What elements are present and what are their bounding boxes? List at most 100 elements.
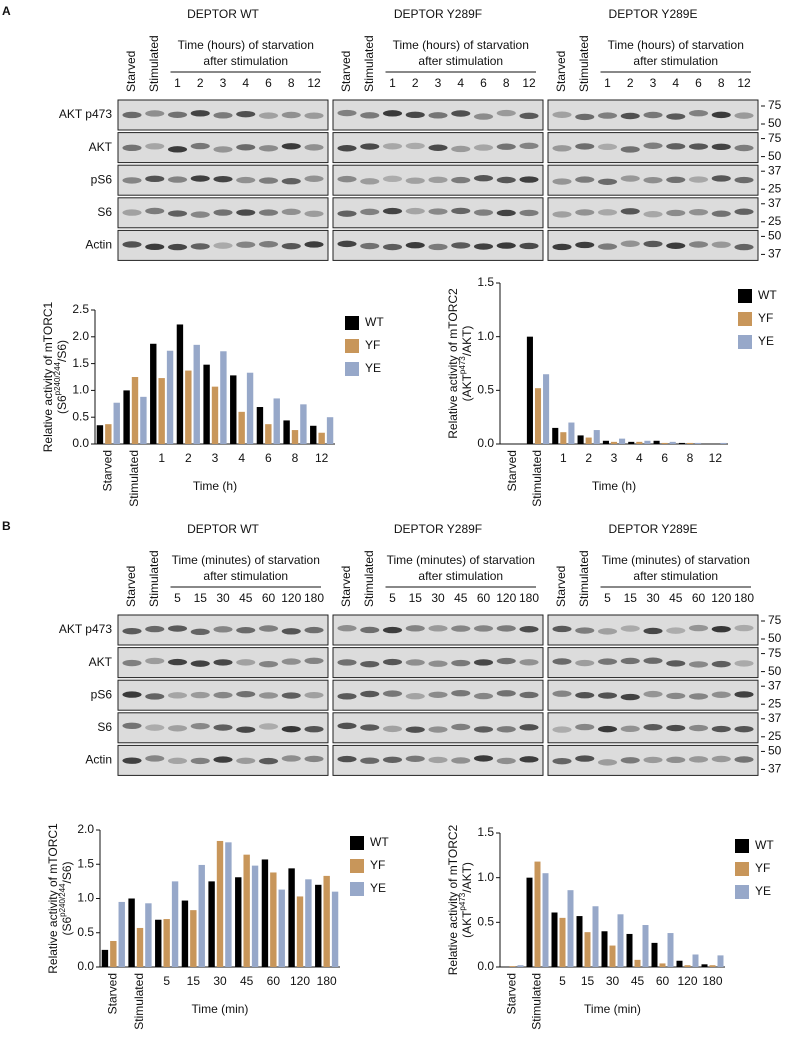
x-tick-label: Stimulated bbox=[530, 450, 544, 507]
lane-label: 8 bbox=[288, 76, 295, 90]
blot-band bbox=[145, 657, 165, 665]
bar bbox=[225, 842, 232, 967]
blot-band bbox=[666, 242, 686, 249]
x-tick-label: 2 bbox=[585, 451, 592, 465]
blot-band bbox=[281, 725, 301, 733]
bar bbox=[678, 442, 685, 444]
mw-marker: 37 bbox=[768, 678, 782, 692]
blot-band bbox=[711, 210, 731, 217]
blot-band bbox=[167, 757, 188, 765]
legend-swatch bbox=[345, 339, 359, 353]
blot-band bbox=[519, 756, 539, 763]
bar bbox=[610, 441, 618, 444]
blot-band bbox=[213, 724, 233, 731]
bar bbox=[190, 910, 197, 967]
blot-band bbox=[190, 110, 210, 117]
lane-label: Starved bbox=[124, 51, 138, 92]
blot-band bbox=[258, 692, 279, 699]
blot-band bbox=[428, 176, 448, 184]
blot-band bbox=[643, 211, 663, 218]
blot-band bbox=[145, 243, 165, 251]
bar bbox=[684, 965, 691, 967]
x-tick-label: 180 bbox=[317, 974, 337, 988]
blot-band bbox=[575, 241, 595, 249]
lane-label: 45 bbox=[454, 591, 468, 605]
blot-band bbox=[666, 176, 686, 184]
lane-label: 2 bbox=[197, 76, 204, 90]
lane-label: 180 bbox=[519, 591, 539, 605]
x-tick-label: 6 bbox=[265, 451, 272, 465]
blot-band bbox=[382, 756, 403, 763]
bar bbox=[695, 442, 702, 444]
blot-band bbox=[451, 207, 471, 215]
blot-band bbox=[666, 113, 686, 120]
x-tick-label: 8 bbox=[687, 451, 694, 465]
blot-band bbox=[643, 657, 663, 664]
blot-band bbox=[405, 207, 425, 215]
blot-band bbox=[360, 660, 380, 668]
y-tick-label: 1.5 bbox=[72, 356, 89, 370]
blot-band bbox=[620, 208, 640, 215]
blot-band bbox=[360, 208, 380, 216]
blot-band bbox=[519, 242, 539, 250]
legend-swatch bbox=[735, 839, 749, 853]
lane-label: 1 bbox=[389, 76, 396, 90]
blot-band bbox=[337, 175, 357, 183]
bar bbox=[551, 912, 558, 967]
blot-band bbox=[304, 144, 324, 151]
lane-label: 12 bbox=[307, 76, 321, 90]
bar bbox=[150, 343, 157, 444]
mw-marker: 75 bbox=[768, 613, 782, 627]
x-tick-label: 2 bbox=[185, 451, 192, 465]
lane-label: 120 bbox=[711, 591, 731, 605]
blot-band bbox=[405, 625, 425, 632]
bar bbox=[243, 854, 250, 967]
blot-band bbox=[145, 724, 165, 731]
bar bbox=[534, 388, 542, 444]
blot-band bbox=[281, 208, 301, 216]
lane-header: Time (hours) of starvation bbox=[393, 38, 529, 52]
blot-band bbox=[405, 726, 425, 733]
blot-band bbox=[473, 659, 494, 666]
row-label: AKT p473 bbox=[59, 622, 112, 636]
bar bbox=[140, 396, 147, 444]
blot-band bbox=[688, 624, 709, 632]
lane-header: Time (minutes) of starvation bbox=[602, 553, 750, 567]
blot-band bbox=[575, 209, 595, 216]
blot-band bbox=[236, 627, 256, 634]
blot-band bbox=[281, 658, 301, 665]
blot-band bbox=[711, 241, 731, 248]
blot-band bbox=[405, 693, 425, 700]
mw-marker: 50 bbox=[768, 744, 782, 758]
blot-band bbox=[190, 660, 210, 667]
mw-marker: 37 bbox=[768, 196, 782, 210]
mw-marker: 25 bbox=[768, 696, 782, 710]
mw-marker: 37 bbox=[768, 711, 782, 725]
blot-band bbox=[519, 724, 539, 731]
bar bbox=[110, 940, 117, 967]
y-tick-label: 1.0 bbox=[72, 383, 89, 397]
blot-band bbox=[496, 176, 516, 184]
row-label: AKT bbox=[89, 140, 113, 154]
x-tick-label: 45 bbox=[240, 974, 254, 988]
lane-label: 4 bbox=[242, 76, 249, 90]
y-axis-label: (S6p240/244/S6) bbox=[58, 861, 74, 935]
y-axis-label-part: /S6) bbox=[60, 861, 74, 883]
blot-band bbox=[281, 178, 301, 185]
bar bbox=[323, 875, 330, 967]
blot-band bbox=[258, 112, 279, 119]
blot-band bbox=[711, 625, 731, 633]
bar bbox=[318, 432, 325, 444]
lane-label: Starved bbox=[124, 566, 138, 607]
y-tick-label: 0.0 bbox=[477, 959, 494, 973]
blot-band bbox=[552, 145, 572, 152]
blot-band bbox=[620, 757, 640, 764]
blot-band bbox=[597, 725, 618, 733]
blot-band bbox=[145, 755, 165, 762]
legend-swatch bbox=[738, 289, 752, 303]
mw-marker: 37 bbox=[768, 163, 782, 177]
legend-label: YF bbox=[370, 858, 385, 872]
bar bbox=[163, 919, 170, 967]
bar bbox=[145, 903, 152, 967]
lane-label: Starved bbox=[339, 51, 353, 92]
